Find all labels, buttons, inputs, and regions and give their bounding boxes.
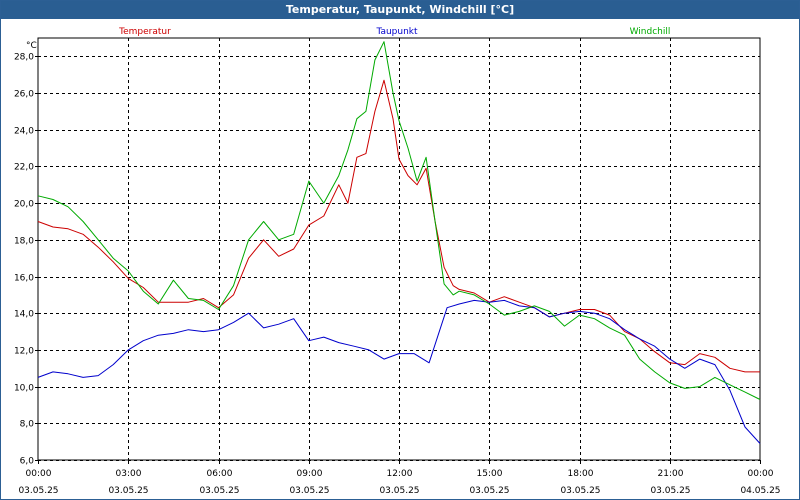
y-tick-label: 20,0 — [14, 200, 34, 210]
x-axis-ticks: 00:00 03.05.25 03:00 03.05.25 06:00 03.05.25 0… — [18, 460, 781, 496]
y-axis-ticks: 6,0 8,0 10,0 12,0 14,0 16,0 18,0 20,0 22,0 24,0 26… — [14, 53, 38, 467]
x-tick-time: 09:00 — [297, 469, 323, 479]
x-tick-time: 15:00 — [477, 469, 503, 479]
x-tick-date: 03.05.25 — [560, 486, 600, 496]
y-tick-label: 12,0 — [14, 347, 34, 357]
legend-entry-temperatur: Temperatur — [118, 27, 171, 37]
legend-entry-taupunkt: Taupunkt — [375, 27, 418, 37]
series-line-taupunkt — [37, 299, 761, 444]
y-tick-label: 8,0 — [20, 420, 35, 430]
x-tick-time: 06:00 — [207, 469, 233, 479]
x-tick-time: 03:00 — [116, 469, 142, 479]
y-tick-label: 18,0 — [14, 237, 34, 247]
x-tick-time: 00:00 — [748, 469, 774, 479]
x-tick-date: 03.05.25 — [650, 486, 690, 496]
y-tick-label: 28,0 — [14, 53, 34, 63]
y-tick-label: 14,0 — [14, 310, 34, 320]
y-tick-label: 24,0 — [14, 127, 34, 137]
x-tick-time: 21:00 — [658, 469, 684, 479]
x-tick-time: 18:00 — [568, 469, 594, 479]
y-axis-label: °C — [26, 41, 37, 51]
x-tick-date: 03.05.25 — [469, 486, 509, 496]
x-tick-date: 03.05.25 — [108, 486, 148, 496]
grid-lines — [38, 38, 760, 461]
series-lines — [37, 41, 761, 444]
y-tick-label: 26,0 — [14, 90, 34, 100]
x-tick-date: 03.05.25 — [18, 486, 58, 496]
x-tick-date: 04.05.25 — [740, 486, 780, 496]
x-tick-date: 03.05.25 — [199, 486, 239, 496]
legend-entry-windchill: Windchill — [630, 27, 671, 37]
y-tick-label: 22,0 — [14, 163, 34, 173]
x-tick-time: 00:00 — [26, 469, 52, 479]
series-line-temperatur — [37, 79, 760, 373]
series-line-windchill — [37, 41, 761, 400]
y-tick-label: 10,0 — [14, 384, 34, 394]
y-tick-label: 6,0 — [20, 457, 35, 467]
x-tick-date: 03.05.25 — [289, 486, 329, 496]
chart-title: Temperatur, Taupunkt, Windchill [°C] — [1, 1, 799, 19]
legend: Temperatur Taupunkt Windchill — [118, 27, 670, 37]
x-tick-date: 03.05.25 — [379, 486, 419, 496]
x-tick-time: 12:00 — [387, 469, 413, 479]
y-tick-label: 16,0 — [14, 274, 34, 284]
